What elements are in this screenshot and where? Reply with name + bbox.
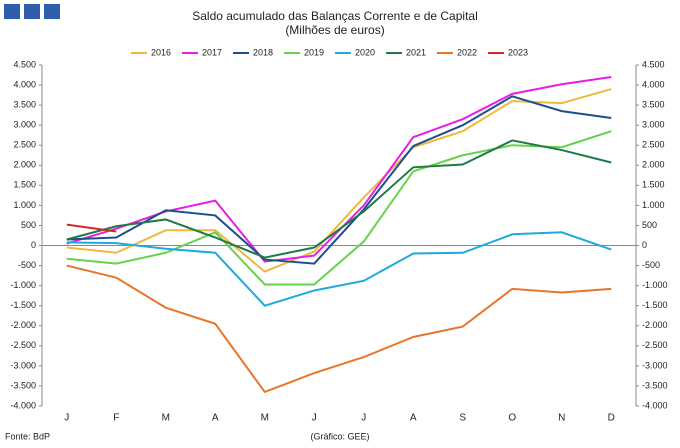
x-tick-label: D	[608, 413, 615, 424]
y2-tick-label: -2.500	[642, 340, 668, 350]
y2-tick-label: 3.500	[642, 99, 665, 109]
x-tick-label: S	[459, 413, 466, 424]
x-tick-label: A	[410, 413, 417, 424]
x-tick-label: M	[162, 413, 170, 424]
y2-tick-label: 0	[642, 240, 647, 250]
x-tick-label: F	[113, 413, 119, 424]
y-tick-label: -2.500	[10, 340, 36, 350]
y2-tick-label: -4.000	[642, 400, 668, 410]
y2-tick-label: 4.000	[642, 79, 665, 89]
legend-label: 2021	[406, 47, 426, 57]
y-tick-label: -1.000	[10, 280, 36, 290]
chart-subtitle: (Milhões de euros)	[285, 23, 384, 37]
y-tick-label: 4.500	[13, 59, 36, 69]
y-tick-label: 3.000	[13, 120, 36, 130]
y2-tick-label: -1.000	[642, 280, 668, 290]
y2-tick-label: 2.000	[642, 160, 665, 170]
y-tick-label: 500	[21, 220, 36, 230]
y-tick-label: -3.000	[10, 360, 36, 370]
series-line	[66, 231, 612, 307]
legend-label: 2022	[457, 47, 477, 57]
y2-tick-label: -3.500	[642, 380, 668, 390]
legend-label: 2023	[508, 47, 528, 57]
credit: (Gráfico: GEE)	[310, 431, 369, 441]
y-tick-label: 2.000	[13, 160, 36, 170]
y2-tick-label: -500	[642, 260, 660, 270]
y-tick-label: -1.500	[10, 300, 36, 310]
y2-tick-label: 4.500	[642, 59, 665, 69]
logo-block	[24, 4, 40, 19]
x-tick-label: N	[558, 413, 565, 424]
x-tick-label: A	[212, 413, 219, 424]
y2-tick-label: -2.000	[642, 320, 668, 330]
y2-tick-label: 1.500	[642, 180, 665, 190]
x-tick-label: O	[508, 413, 516, 424]
x-tick-label: J	[312, 413, 317, 424]
series-line	[66, 223, 117, 233]
logo-block	[4, 4, 20, 19]
x-tick-label: M	[261, 413, 269, 424]
series-line	[66, 130, 612, 286]
y2-tick-label: -1.500	[642, 300, 668, 310]
y2-tick-label: 3.000	[642, 120, 665, 130]
y-tick-label: 1.500	[13, 180, 36, 190]
y2-tick-label: 2.500	[642, 140, 665, 150]
y-tick-label: -500	[18, 260, 36, 270]
source: Fonte: BdP	[5, 431, 50, 441]
y2-tick-label: 1.000	[642, 200, 665, 210]
x-tick-label: J	[361, 413, 366, 424]
legend-label: 2020	[355, 47, 375, 57]
logo-block	[44, 4, 60, 19]
series-line	[66, 95, 612, 265]
legend-label: 2017	[202, 47, 222, 57]
y2-tick-label: -3.000	[642, 360, 668, 370]
legend-label: 2016	[151, 47, 171, 57]
chart-title: Saldo acumulado das Balanças Corrente e …	[192, 9, 478, 23]
y-tick-label: 1.000	[13, 200, 36, 210]
series-line	[66, 264, 612, 394]
x-tick-label: J	[64, 413, 69, 424]
legend-label: 2018	[253, 47, 273, 57]
y-tick-label: -4.000	[10, 400, 36, 410]
y-tick-label: 2.500	[13, 140, 36, 150]
series-line	[66, 88, 612, 273]
y-tick-label: 3.500	[13, 99, 36, 109]
y-tick-label: -2.000	[10, 320, 36, 330]
series-line	[66, 139, 612, 259]
y-tick-label: -3.500	[10, 380, 36, 390]
y-tick-label: 4.000	[13, 79, 36, 89]
y2-tick-label: 500	[642, 220, 657, 230]
y-tick-label: 0	[31, 240, 36, 250]
legend-label: 2019	[304, 47, 324, 57]
